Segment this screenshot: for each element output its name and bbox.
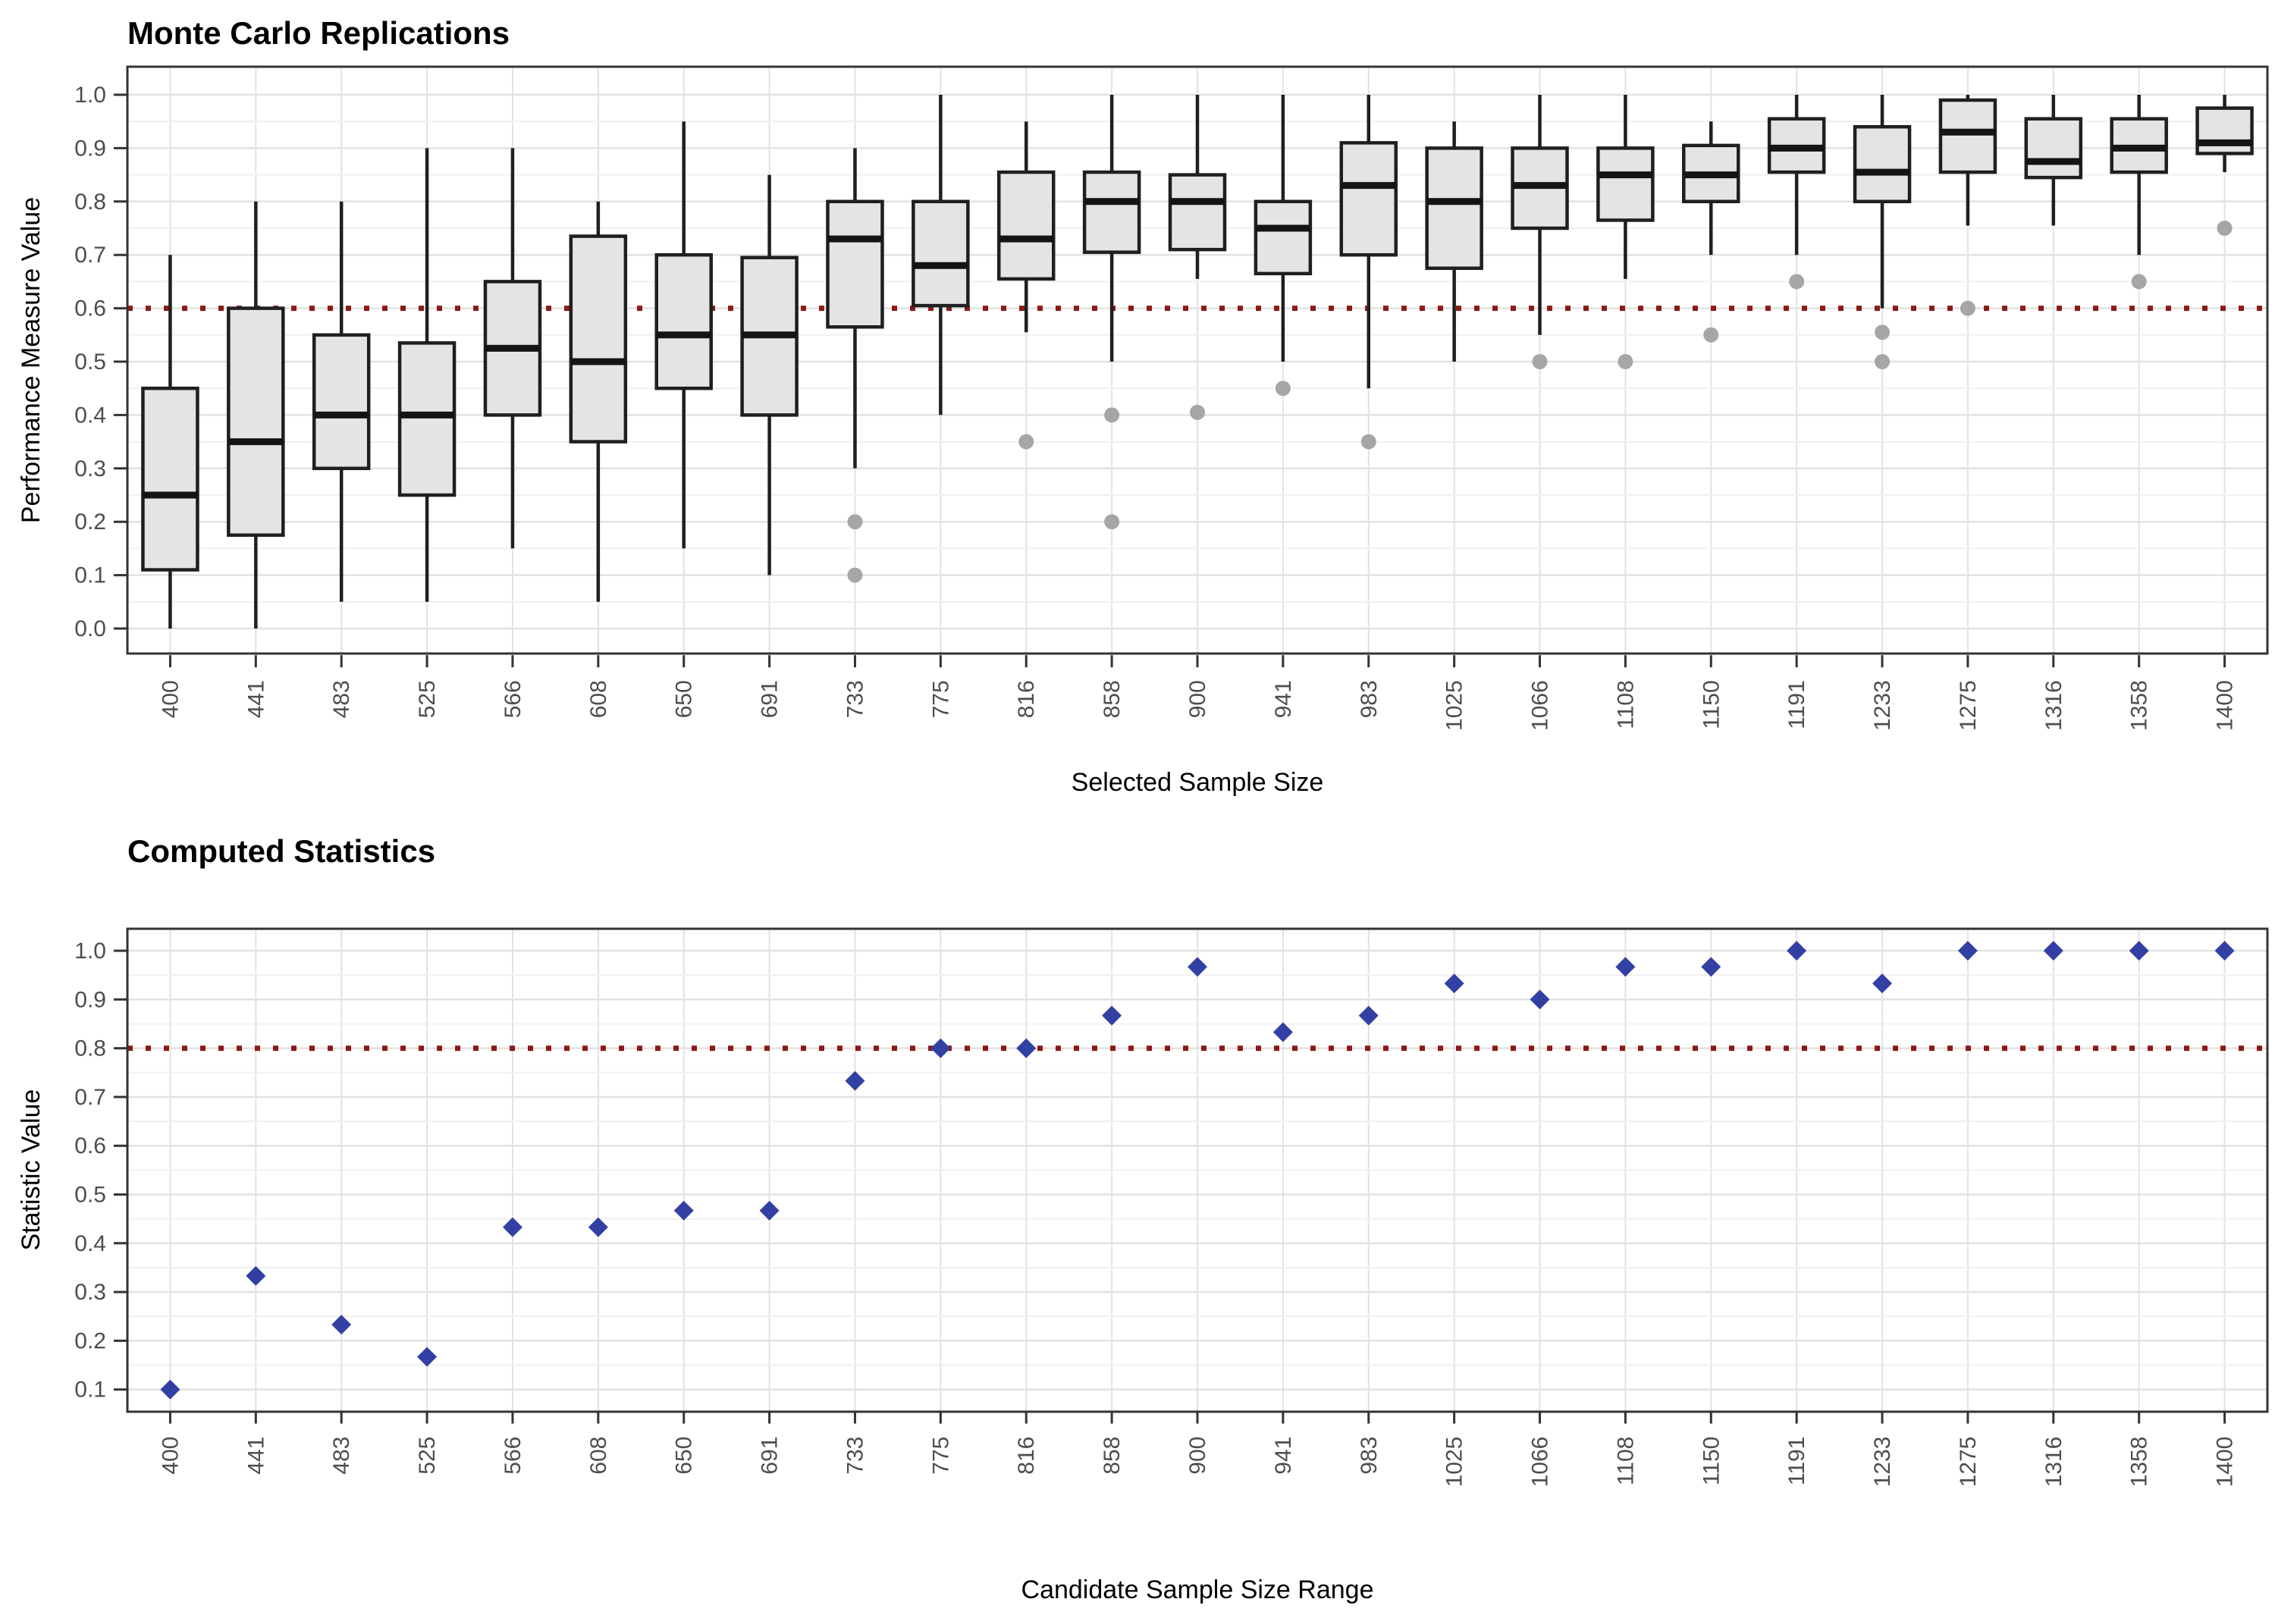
x-tick-label: 1066 <box>1528 1437 1553 1488</box>
scatter-panel: 0.1 0.2 0.3 0.4 0.5 0.6 0.7 0.8 0.9 1.0 400 441 483 5… <box>17 833 2269 1604</box>
x-tick-label: 775 <box>928 680 953 718</box>
x-tick-label: 900 <box>1185 1437 1210 1475</box>
scatter-gridlines <box>127 929 2267 1412</box>
x-tick-label: 566 <box>500 1437 526 1475</box>
x-tick-label: 608 <box>586 680 611 718</box>
y-tick-label: 1.0 <box>74 83 106 108</box>
x-tick-label: 983 <box>1357 680 1382 718</box>
scatter-title: Computed Statistics <box>127 833 435 869</box>
x-tick-label: 858 <box>1100 1437 1125 1475</box>
x-tick-label: 733 <box>843 1437 868 1475</box>
x-tick-label: 441 <box>243 1437 268 1475</box>
boxplot-axis-ticks <box>114 93 2226 668</box>
y-tick-label: 0.6 <box>74 296 106 321</box>
x-tick-label: 733 <box>843 680 868 718</box>
x-tick-label: 1191 <box>1784 1437 1809 1486</box>
x-tick-label: 1066 <box>1528 680 1553 731</box>
x-tick-label: 1316 <box>2041 680 2066 731</box>
scatter-axis-labels: 0.1 0.2 0.3 0.4 0.5 0.6 0.7 0.8 0.9 1.0 400 441 483 5… <box>74 939 2237 1487</box>
x-tick-label: 1191 <box>1784 680 1809 729</box>
x-tick-label: 1108 <box>1613 680 1638 729</box>
y-tick-label: 0.8 <box>74 190 106 215</box>
x-tick-label: 400 <box>158 1437 183 1475</box>
y-tick-label: 1.0 <box>74 939 106 964</box>
x-tick-label: 1358 <box>2127 680 2152 731</box>
x-tick-label: 608 <box>586 1437 611 1475</box>
y-tick-label: 0.2 <box>74 509 106 535</box>
x-tick-label: 525 <box>415 1437 440 1475</box>
x-tick-label: 941 <box>1271 680 1296 718</box>
boxplot-title: Monte Carlo Replications <box>127 15 510 51</box>
y-tick-label: 0.7 <box>74 243 106 268</box>
x-tick-label: 1025 <box>1442 1437 1467 1488</box>
boxplot-x-axis-title: Selected Sample Size <box>1072 768 1324 797</box>
x-tick-label: 1150 <box>1699 680 1724 729</box>
scatter-y-axis-title: Statistic Value <box>17 1089 46 1251</box>
x-tick-label: 1233 <box>1870 1437 1895 1488</box>
y-tick-label: 0.0 <box>74 616 106 641</box>
x-tick-label: 441 <box>243 680 268 718</box>
x-tick-label: 1150 <box>1699 1437 1724 1486</box>
scatter-axis-ticks <box>114 949 2226 1424</box>
y-tick-label: 0.5 <box>74 350 106 375</box>
boxplot-panel: 0.0 0.1 0.2 0.3 0.4 0.5 0.6 0.7 0.8 0.9 1.0 400 441 4… <box>17 15 2269 797</box>
y-tick-label: 0.7 <box>74 1085 106 1110</box>
y-tick-label: 0.1 <box>74 1378 106 1403</box>
y-tick-label: 0.9 <box>74 987 106 1012</box>
x-tick-label: 816 <box>1014 1437 1039 1475</box>
boxplot-axis-labels: 0.0 0.1 0.2 0.3 0.4 0.5 0.6 0.7 0.8 0.9 1.0 400 441 4… <box>74 83 2237 731</box>
x-tick-label: 650 <box>672 680 697 718</box>
x-tick-label: 566 <box>500 680 526 718</box>
x-tick-label: 858 <box>1100 680 1125 718</box>
x-tick-label: 400 <box>158 680 183 718</box>
x-tick-label: 900 <box>1185 680 1210 718</box>
y-tick-label: 0.1 <box>74 563 106 588</box>
x-tick-label: 1316 <box>2041 1437 2066 1488</box>
boxplot-panel-border <box>126 65 2269 655</box>
x-tick-label: 483 <box>329 1437 354 1475</box>
y-tick-label: 0.3 <box>74 456 106 481</box>
x-tick-label: 1275 <box>1956 680 1981 731</box>
x-tick-label: 1275 <box>1956 1437 1981 1488</box>
boxplot-y-axis-title: Performance Measure Value <box>17 197 46 523</box>
x-tick-label: 525 <box>415 680 440 718</box>
x-tick-label: 816 <box>1014 680 1039 718</box>
x-tick-label: 1233 <box>1870 680 1895 731</box>
x-tick-label: 941 <box>1271 1437 1296 1475</box>
scatter-x-axis-title: Candidate Sample Size Range <box>1021 1575 1374 1604</box>
x-tick-label: 1400 <box>2213 680 2238 731</box>
boxplot-boxes <box>141 95 2254 629</box>
y-tick-label: 0.2 <box>74 1328 106 1353</box>
x-tick-label: 691 <box>758 680 783 718</box>
x-tick-label: 1025 <box>1442 680 1467 731</box>
y-tick-label: 0.3 <box>74 1280 106 1305</box>
x-tick-label: 983 <box>1357 1437 1382 1475</box>
x-tick-label: 775 <box>928 1437 953 1475</box>
y-tick-label: 0.6 <box>74 1133 106 1158</box>
y-tick-label: 0.5 <box>74 1183 106 1208</box>
x-tick-label: 1358 <box>2127 1437 2152 1488</box>
y-tick-label: 0.8 <box>74 1036 106 1061</box>
x-tick-label: 483 <box>329 680 354 718</box>
scatter-points <box>160 941 2235 1400</box>
y-tick-label: 0.9 <box>74 136 106 161</box>
y-tick-label: 0.4 <box>74 403 106 428</box>
x-tick-label: 1400 <box>2213 1437 2238 1488</box>
y-tick-label: 0.4 <box>74 1231 106 1256</box>
x-tick-label: 650 <box>672 1437 697 1475</box>
x-tick-label: 691 <box>758 1437 783 1475</box>
x-tick-label: 1108 <box>1613 1437 1638 1486</box>
